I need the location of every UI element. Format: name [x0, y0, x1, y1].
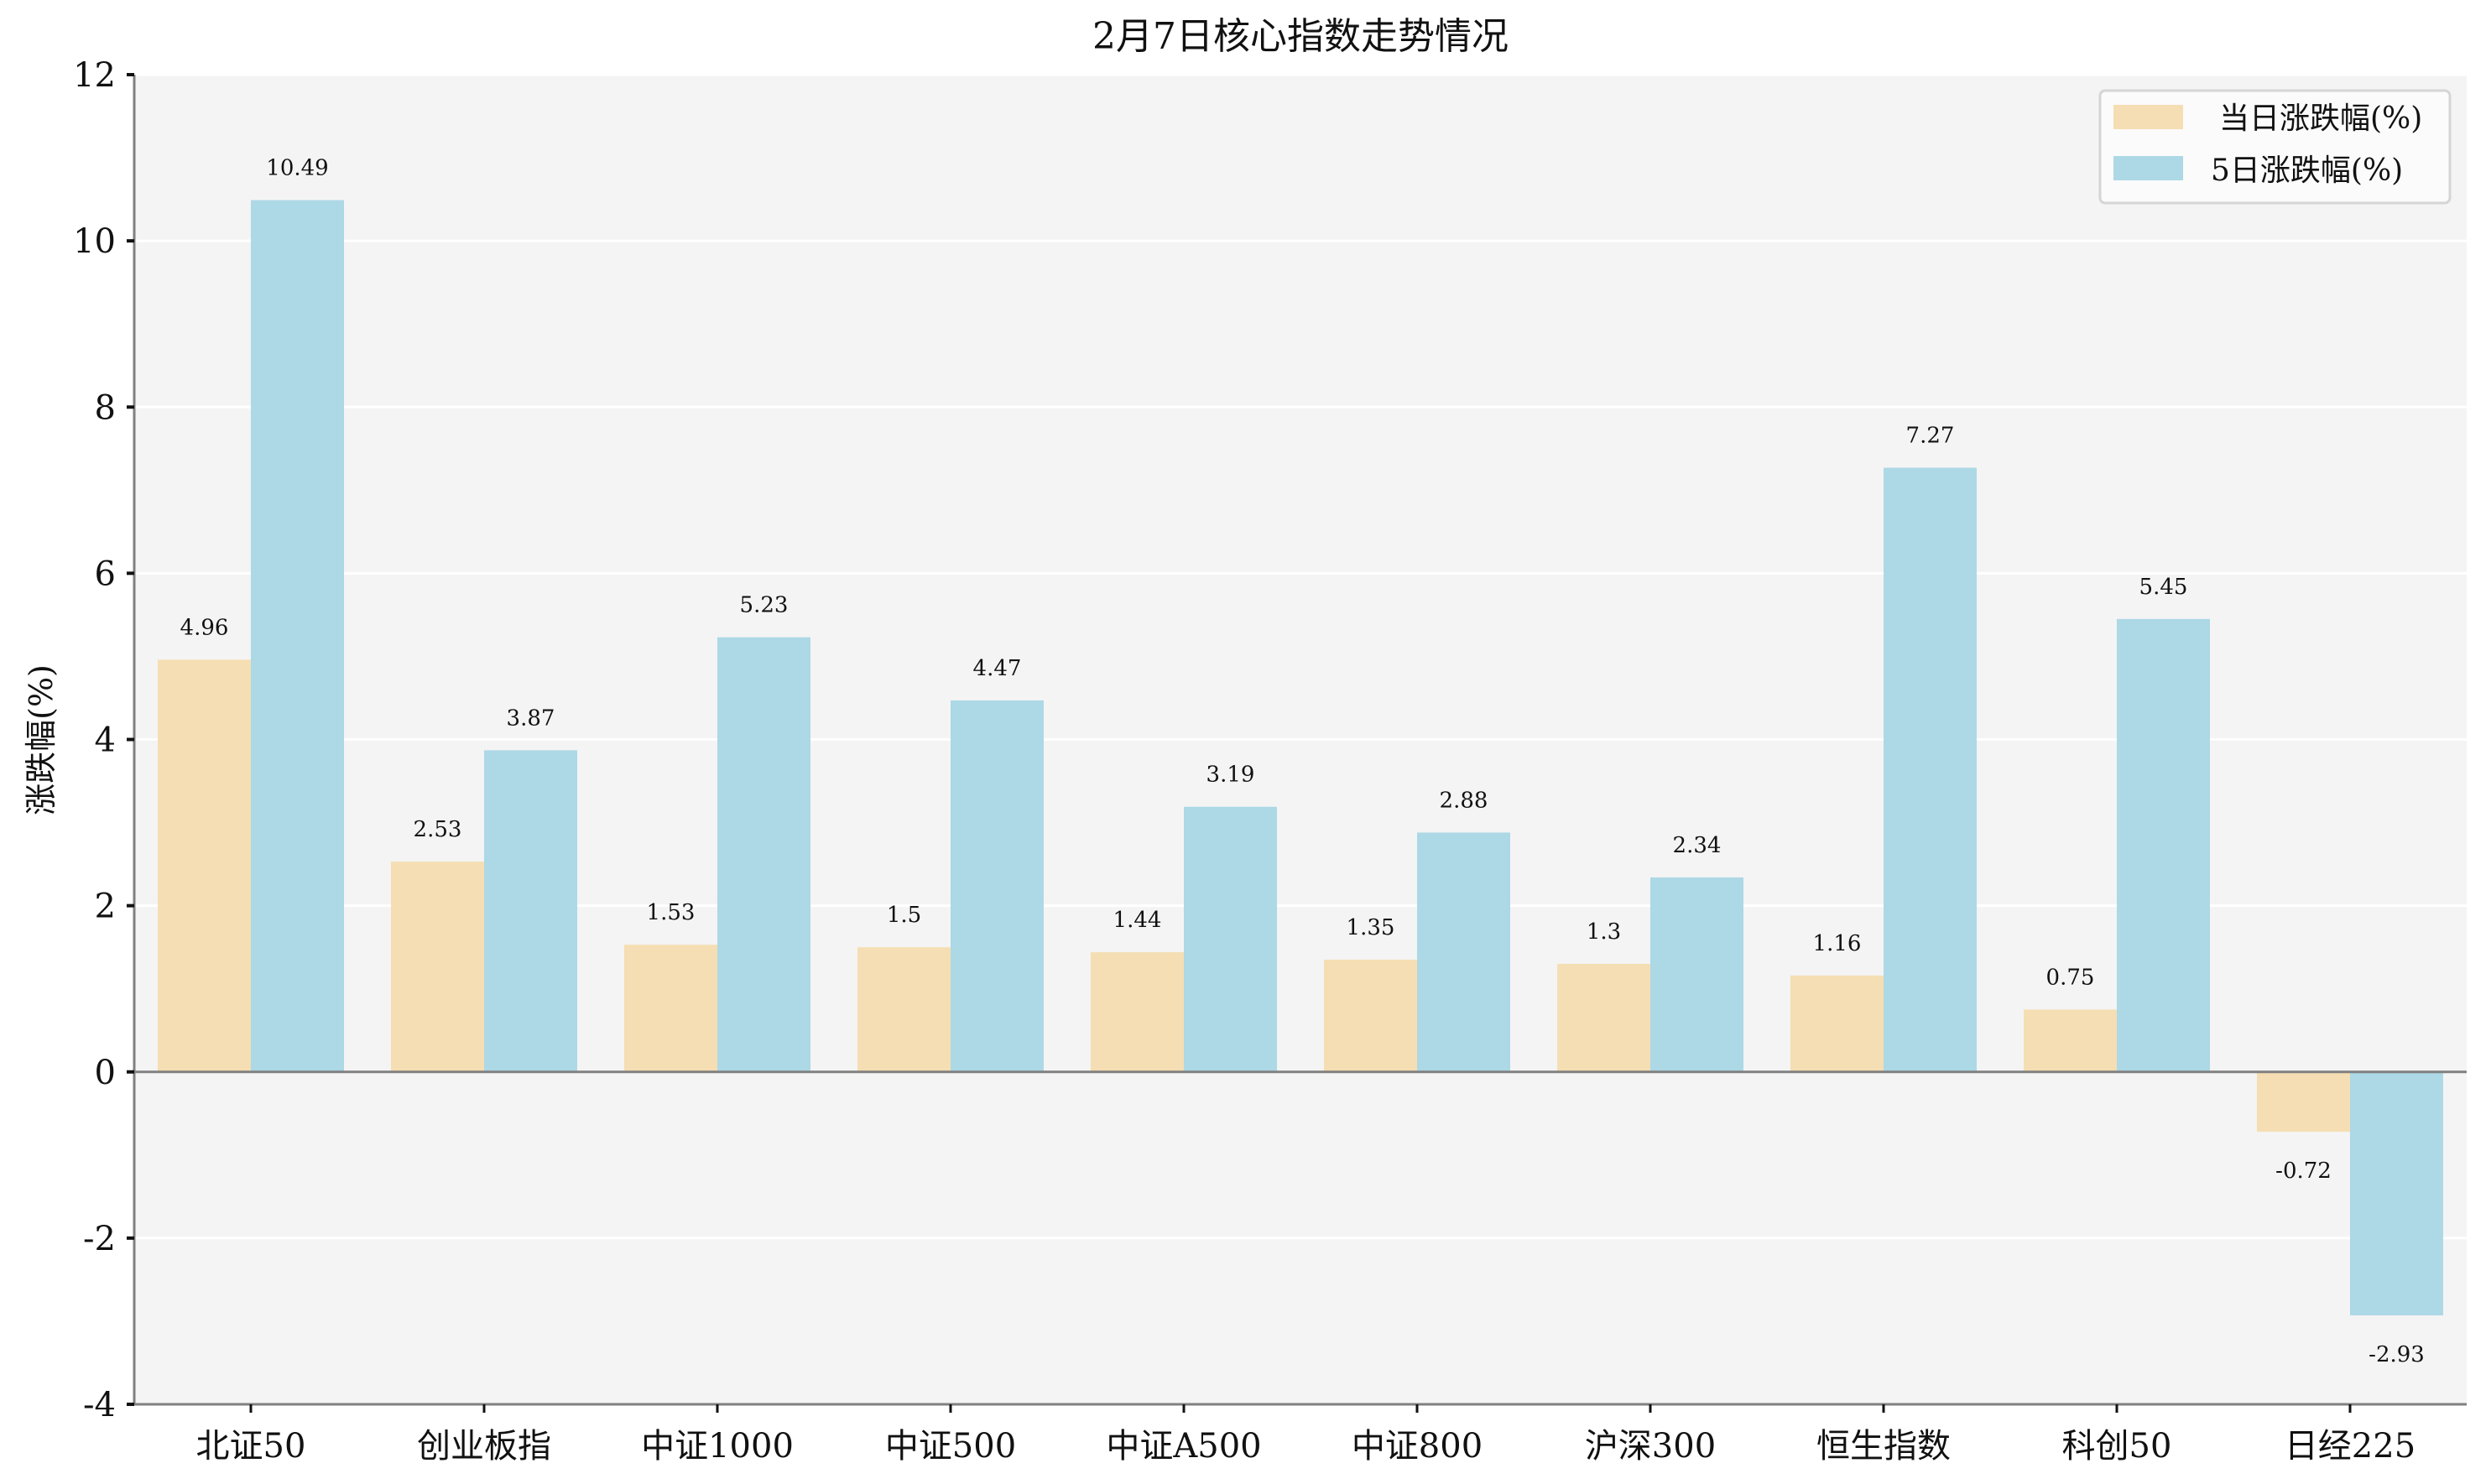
x-tick-label: 日经225 — [2285, 1427, 2415, 1466]
x-tick-label: 恒生指数 — [1816, 1427, 1951, 1466]
bar-daily — [1790, 975, 1884, 1072]
y-tick-label: 8 — [95, 388, 116, 427]
bar-5day — [1650, 877, 1743, 1072]
y-axis-title: 涨跌幅(%) — [23, 664, 60, 815]
bar-5day — [2117, 618, 2210, 1072]
value-label: 1.5 — [887, 903, 921, 928]
legend-swatch-daily — [2113, 105, 2183, 129]
bar-daily — [1091, 952, 1184, 1072]
value-label: 1.53 — [647, 900, 696, 925]
value-label: 2.53 — [414, 817, 462, 842]
value-label: 3.87 — [507, 706, 555, 731]
bar-5day — [2350, 1071, 2443, 1316]
value-label: 1.3 — [1587, 919, 1621, 945]
value-label: 1.16 — [1813, 931, 1862, 956]
value-label: 3.19 — [1206, 763, 1255, 788]
y-axis-ticks: -4 -2 0 2 4 6 8 10 12 — [73, 56, 134, 1424]
x-tick-label: 北证50 — [196, 1427, 306, 1466]
bar-5day — [1884, 467, 1977, 1072]
x-tick-label: 创业板指 — [417, 1427, 551, 1466]
x-tick-label: 沪深300 — [1585, 1427, 1716, 1466]
bar-daily — [1324, 960, 1417, 1072]
bar-daily — [624, 945, 717, 1072]
x-axis-ticks: 北证50 创业板指 中证1000 中证500 中证A500 中证800 沪深300 恒生指数 科… — [196, 1404, 2415, 1466]
value-label: 2.34 — [1673, 833, 1722, 858]
y-tick-label: 0 — [95, 1054, 116, 1092]
legend-box — [2098, 89, 2452, 205]
bar-daily — [158, 659, 251, 1072]
value-label: 7.27 — [1906, 424, 1955, 449]
bar-daily — [2257, 1071, 2350, 1133]
bar-5day — [717, 637, 810, 1072]
bar-daily — [857, 947, 951, 1072]
chart-title: 2月7日核心指数走势情况 — [1092, 15, 1509, 58]
x-tick-label: 中证500 — [885, 1427, 1016, 1466]
x-tick-label: 科创50 — [2062, 1427, 2172, 1466]
value-label: 4.96 — [180, 615, 229, 640]
y-tick-label: -2 — [83, 1220, 116, 1258]
value-label: -0.72 — [2275, 1159, 2332, 1184]
bar-5day — [951, 700, 1044, 1072]
bar-5day — [1184, 806, 1277, 1072]
x-tick-label: 中证A500 — [1106, 1427, 1261, 1466]
bar-5day — [251, 200, 344, 1072]
value-label: 10.49 — [266, 156, 328, 181]
y-tick-label: 10 — [73, 222, 116, 261]
bar-daily — [391, 862, 484, 1072]
value-label: 5.23 — [740, 593, 789, 618]
value-label: 2.88 — [1440, 788, 1488, 813]
value-label: 5.45 — [2139, 575, 2188, 600]
bars — [158, 200, 2443, 1316]
value-label: 0.75 — [2046, 965, 2095, 990]
y-tick-label: 4 — [95, 721, 116, 760]
value-label: -2.93 — [2369, 1342, 2425, 1367]
legend: 当日涨跌幅(%) 5日涨跌幅(%) — [2098, 89, 2452, 205]
y-tick-label: -4 — [83, 1386, 116, 1424]
value-label: 1.44 — [1113, 908, 1162, 933]
value-labels: 4.96 10.49 2.53 3.87 1.53 5.23 1.5 4.47 1.44 3.19… — [180, 156, 2425, 1367]
bar-daily — [2024, 1009, 2117, 1072]
legend-label-daily: 当日涨跌幅(%) — [2219, 102, 2422, 136]
y-tick-label: 2 — [95, 888, 116, 926]
x-tick-label: 中证1000 — [641, 1427, 794, 1466]
x-tick-label: 中证800 — [1352, 1427, 1483, 1466]
value-label: 4.47 — [973, 656, 1022, 681]
bar-5day — [484, 750, 577, 1072]
bar-5day — [1417, 832, 1510, 1072]
y-tick-label: 12 — [73, 56, 116, 95]
y-tick-label: 6 — [95, 555, 116, 593]
value-label: 1.35 — [1347, 915, 1395, 940]
bar-daily — [1557, 963, 1650, 1072]
legend-label-5day: 5日涨跌幅(%) — [2211, 154, 2403, 188]
legend-swatch-5day — [2113, 156, 2183, 180]
